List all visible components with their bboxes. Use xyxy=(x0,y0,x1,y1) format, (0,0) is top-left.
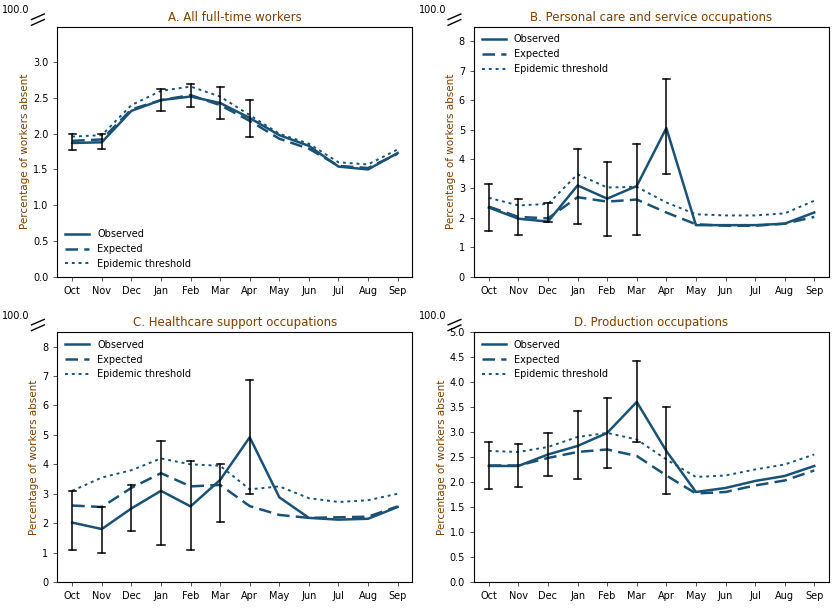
Y-axis label: Percentage of workers absent: Percentage of workers absent xyxy=(446,74,456,229)
Text: 100.0: 100.0 xyxy=(3,311,30,320)
Text: 100.0: 100.0 xyxy=(419,311,446,320)
Text: 100.0: 100.0 xyxy=(3,5,30,15)
Title: B. Personal care and service occupations: B. Personal care and service occupations xyxy=(531,11,772,24)
Text: 100.0: 100.0 xyxy=(419,5,446,15)
Y-axis label: Percentage of workers absent: Percentage of workers absent xyxy=(29,379,39,534)
Y-axis label: Percentage of workers absent: Percentage of workers absent xyxy=(436,379,446,534)
Title: D. Production occupations: D. Production occupations xyxy=(574,316,729,330)
Title: C. Healthcare support occupations: C. Healthcare support occupations xyxy=(133,316,337,330)
Title: A. All full-time workers: A. All full-time workers xyxy=(168,11,302,24)
Legend: Observed, Expected, Epidemic threshold: Observed, Expected, Epidemic threshold xyxy=(478,30,612,78)
Legend: Observed, Expected, Epidemic threshold: Observed, Expected, Epidemic threshold xyxy=(61,336,195,383)
Legend: Observed, Expected, Epidemic threshold: Observed, Expected, Epidemic threshold xyxy=(478,336,612,383)
Y-axis label: Percentage of workers absent: Percentage of workers absent xyxy=(20,74,30,229)
Legend: Observed, Expected, Epidemic threshold: Observed, Expected, Epidemic threshold xyxy=(61,225,195,273)
